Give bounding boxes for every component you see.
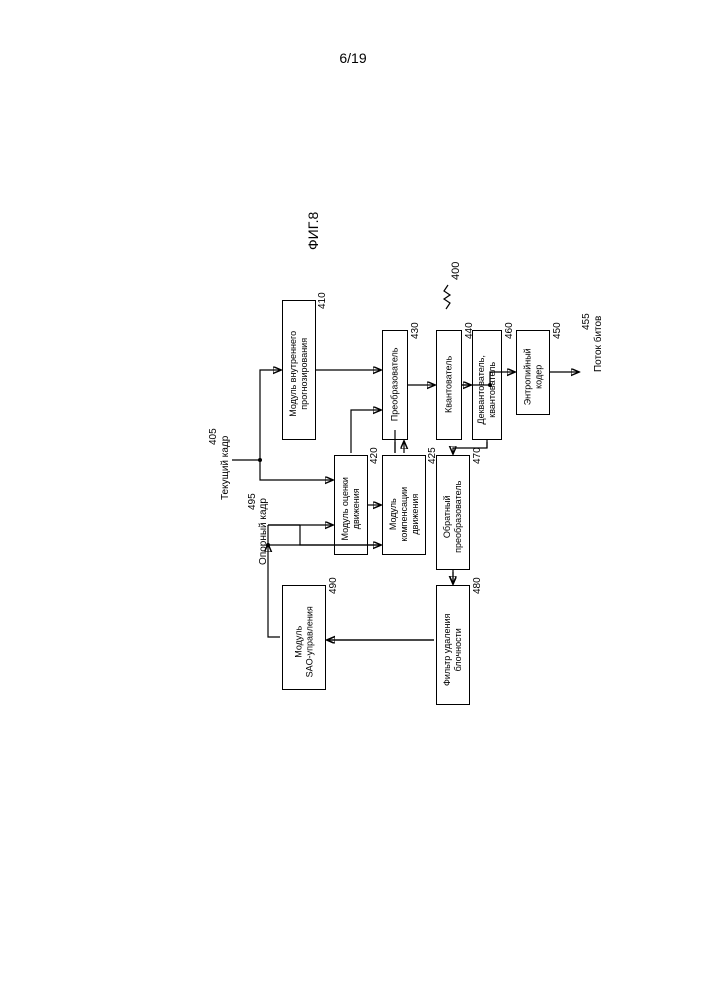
node-dequant-label: Деквантователь,квантователь	[476, 340, 498, 440]
node-deblock-label: Фильтр удаленияблочности	[442, 590, 464, 710]
page-number: 6/19	[0, 50, 706, 66]
motion-comp-text: Модулькомпенсациидвижения	[388, 487, 420, 542]
deblock-text: Фильтр удаленияблочности	[442, 614, 463, 686]
diagram-ref: 400	[450, 262, 462, 280]
current-frame-num: 405	[208, 428, 219, 445]
intra-pred-num: 410	[317, 292, 328, 309]
entropy-num: 450	[552, 322, 563, 339]
node-transform-label: Преобразователь	[390, 327, 401, 441]
entropy-text: Энтропийныйкодер	[523, 348, 544, 405]
sao-num: 490	[328, 577, 339, 594]
reference-frame-num: 495	[247, 493, 258, 510]
motion-est-text: Модуль оценкидвижения	[340, 477, 361, 540]
quantizer-text: Квантователь	[444, 356, 454, 413]
motion-est-num: 420	[369, 447, 380, 464]
node-motion-est-label: Модуль оценкидвижения	[340, 459, 362, 559]
node-sao-label: МодульSAO-управления	[294, 589, 316, 694]
page: 6/19 ФИГ.8 400 Текущий кадр 405 Опорный …	[0, 0, 706, 999]
node-motion-comp-label: Модулькомпенсациидвижения	[388, 464, 420, 564]
bitstream-num: 455	[581, 313, 592, 330]
node-quantizer-label: Квантователь	[444, 334, 455, 434]
node-entropy-label: Энтропийныйкодер	[523, 334, 545, 419]
inv-trans-num: 470	[472, 447, 483, 464]
node-inv-trans-label: Обратныйпреобразователь	[442, 460, 464, 574]
deblock-num: 480	[472, 577, 483, 594]
intra-pred-text: Модуль внутреннегопрогнозирования	[288, 331, 309, 417]
figure-label: ФИГ.8	[305, 212, 321, 250]
inv-trans-text: Обратныйпреобразователь	[442, 481, 463, 553]
dequant-num: 460	[504, 322, 515, 339]
transform-text: Преобразователь	[390, 348, 400, 422]
transform-num: 430	[410, 322, 421, 339]
reference-frame-label: Опорный кадр	[258, 498, 269, 565]
current-frame-label: Текущий кадр	[220, 436, 231, 500]
bitstream-label: Поток битов	[593, 316, 604, 372]
node-intra-pred-label: Модуль внутреннегопрогнозирования	[288, 299, 310, 449]
sao-text: МодульSAO-управления	[294, 606, 315, 677]
dequant-text: Деквантователь,квантователь	[476, 355, 497, 424]
